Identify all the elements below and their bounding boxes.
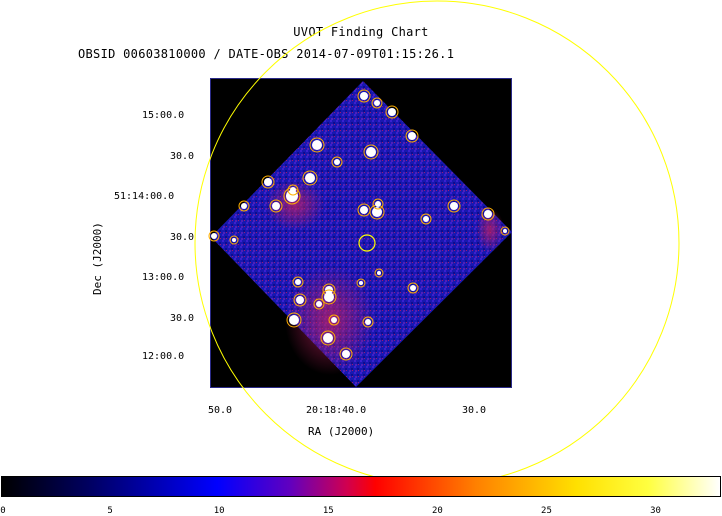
dec-tick-6: 30.0 bbox=[170, 313, 195, 324]
colorbar-tick-label: 20 bbox=[431, 506, 443, 516]
dec-tick-1: 15:00.0 bbox=[142, 110, 185, 121]
dec-tick-3: 51:14:00.0 bbox=[114, 191, 175, 202]
chart-subtitle: OBSID 00603810000 / DATE-OBS 2014-07-09T… bbox=[78, 47, 455, 61]
chart-title: UVOT Finding Chart bbox=[293, 25, 429, 39]
colorbar-tick-label: 0 bbox=[0, 506, 6, 516]
ra-tick-3: 30.0 bbox=[462, 405, 487, 416]
colorbar-tick-label: 10 bbox=[213, 506, 225, 516]
sky-image-frame bbox=[210, 78, 512, 388]
dec-tick-4: 30.0 bbox=[170, 232, 195, 243]
dec-tick-2: 30.0 bbox=[170, 151, 195, 162]
dec-tick-7: 12:00.0 bbox=[142, 351, 185, 362]
colorbar-tick-label: 15 bbox=[322, 506, 334, 516]
colorbar-tick-label: 25 bbox=[541, 506, 552, 516]
ra-tick-2: 20:18:40.0 bbox=[306, 405, 367, 416]
colorbar bbox=[1, 476, 721, 497]
dec-tick-5: 13:00.0 bbox=[142, 272, 185, 283]
dec-axis-label: Dec (J2000) bbox=[91, 222, 104, 295]
ra-axis-label: RA (J2000) bbox=[308, 425, 375, 438]
colorbar-tick-label: 30 bbox=[650, 506, 661, 516]
colorbar-tick-label: 5 bbox=[107, 506, 113, 516]
ra-tick-1: 50.0 bbox=[208, 405, 233, 416]
